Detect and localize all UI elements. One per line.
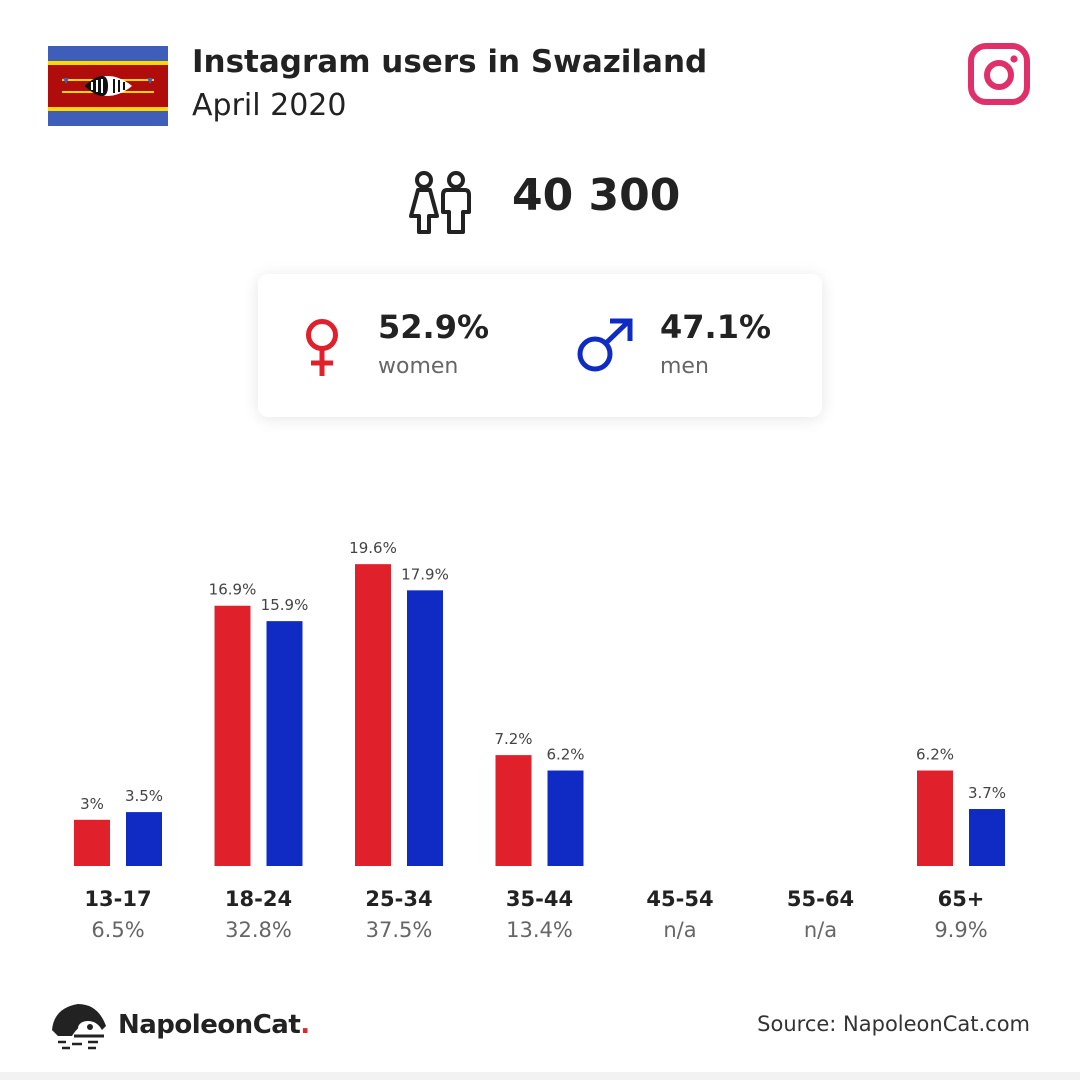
bar-women-13-17 bbox=[74, 819, 110, 866]
page-subtitle: April 2020 bbox=[192, 88, 347, 123]
people-icon bbox=[409, 171, 471, 234]
category-total-25-34: 37.5% bbox=[366, 918, 433, 942]
age-gender-bar-chart: 3% 3.5% 13-17 6.5% 16.9%15.9% 18-24 32.8% 19.6%… bbox=[74, 539, 1006, 942]
category-label-65+: 65+ bbox=[938, 887, 985, 911]
total-users: 40 300 bbox=[512, 170, 681, 221]
bar-men-25-34 bbox=[407, 590, 443, 866]
category-label-45-54: 45-54 bbox=[646, 887, 713, 911]
data-label-women-35-44: 7.2% bbox=[494, 730, 532, 748]
bar-women-35-44 bbox=[495, 755, 532, 866]
brand-text: NapoleonCat bbox=[118, 1010, 301, 1040]
bar-men-18-24 bbox=[266, 621, 303, 866]
brand-name: NapoleonCat. bbox=[118, 1010, 310, 1040]
swaziland-flag-icon bbox=[48, 46, 168, 126]
women-label: women bbox=[378, 354, 459, 379]
data-label-women-65+: 6.2% bbox=[916, 746, 954, 764]
category-label-35-44: 35-44 bbox=[506, 887, 573, 911]
bottom-divider bbox=[0, 1072, 1080, 1080]
brand-dot: . bbox=[300, 1010, 310, 1040]
category-label-13-17: 13-17 bbox=[84, 887, 151, 911]
category-total-45-54: n/a bbox=[663, 918, 696, 942]
page-title: Instagram users in Swaziland bbox=[192, 44, 708, 80]
men-label: men bbox=[660, 354, 709, 379]
category-label-25-34: 25-34 bbox=[365, 887, 432, 911]
source-text: Source: NapoleonCat.com bbox=[757, 1012, 1030, 1036]
napoleoncat-logo-icon bbox=[52, 1004, 106, 1050]
data-label-men-18-24: 15.9% bbox=[261, 596, 309, 614]
bar-women-18-24 bbox=[214, 605, 251, 866]
gender-card: 52.9% women 47.1% men bbox=[258, 274, 822, 417]
category-label-18-24: 18-24 bbox=[225, 887, 292, 911]
category-total-35-44: 13.4% bbox=[506, 918, 573, 942]
category-total-18-24: 32.8% bbox=[225, 918, 292, 942]
bar-men-65+ bbox=[969, 809, 1005, 866]
data-label-men-35-44: 6.2% bbox=[546, 746, 584, 764]
category-total-55-64: n/a bbox=[804, 918, 837, 942]
bar-women-25-34 bbox=[355, 564, 391, 866]
data-label-women-25-34: 19.6% bbox=[349, 539, 397, 557]
women-percent: 52.9% bbox=[378, 308, 490, 346]
female-icon bbox=[306, 319, 338, 376]
bar-women-65+ bbox=[917, 770, 953, 866]
bar-men-35-44 bbox=[547, 770, 584, 866]
data-label-men-13-17: 3.5% bbox=[125, 787, 163, 805]
bar-men-13-17 bbox=[126, 812, 162, 866]
data-label-women-13-17: 3% bbox=[80, 795, 104, 813]
male-icon bbox=[577, 318, 633, 372]
data-label-women-18-24: 16.9% bbox=[209, 581, 257, 599]
data-label-men-65+: 3.7% bbox=[968, 784, 1006, 802]
category-total-13-17: 6.5% bbox=[91, 918, 144, 942]
category-label-55-64: 55-64 bbox=[787, 887, 854, 911]
men-percent: 47.1% bbox=[660, 308, 772, 346]
instagram-icon bbox=[968, 43, 1030, 105]
category-total-65+: 9.9% bbox=[934, 918, 987, 942]
data-label-men-25-34: 17.9% bbox=[401, 565, 449, 583]
